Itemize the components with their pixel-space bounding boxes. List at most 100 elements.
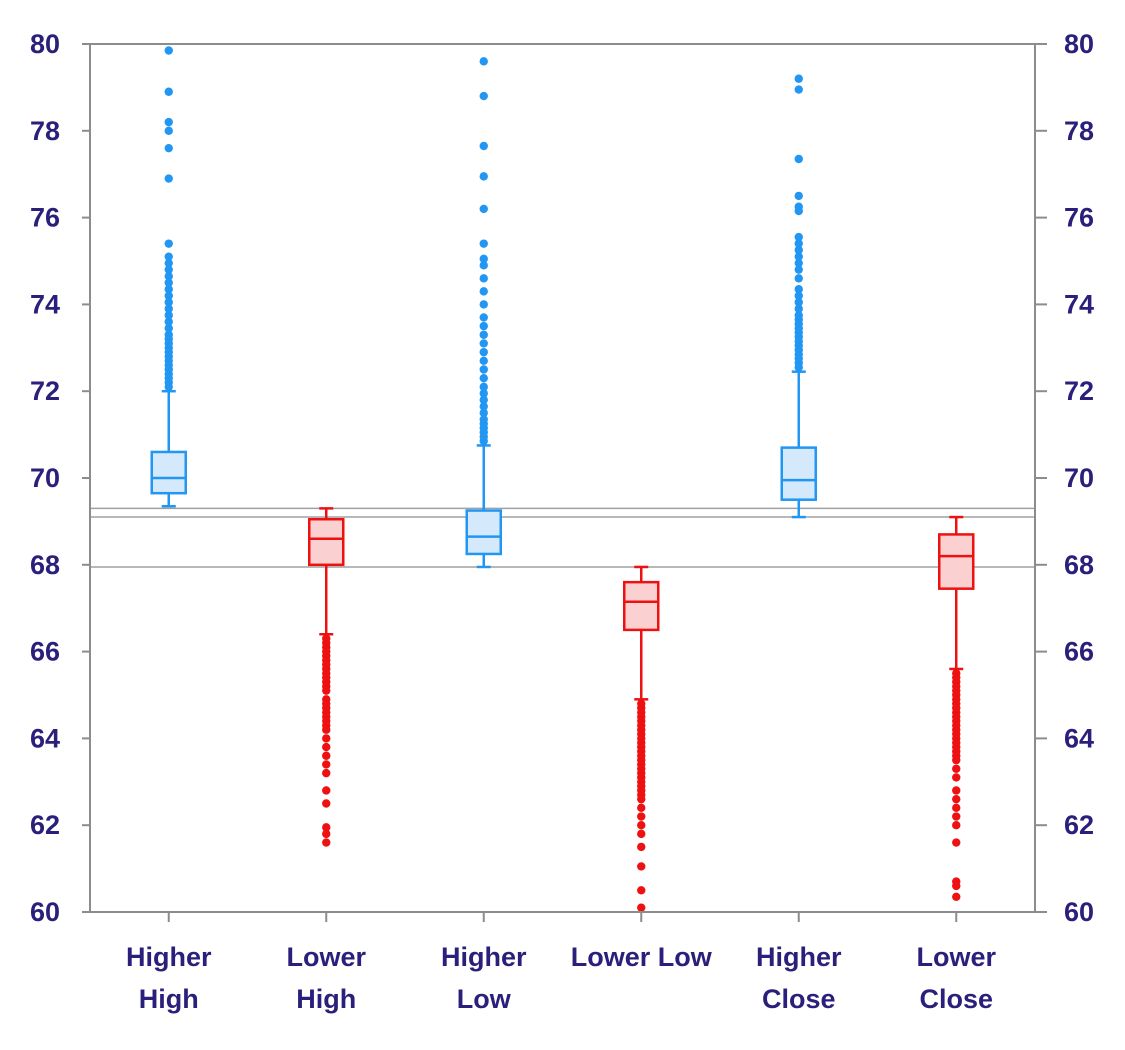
category-label-line: Higher <box>756 942 842 972</box>
box-1 <box>308 507 345 847</box>
right-tick-label-64: 64 <box>1064 723 1094 753</box>
outlier-point <box>164 317 173 326</box>
category-label-line: Lower <box>286 942 366 972</box>
left-tick-label-76: 76 <box>30 203 60 233</box>
outlier-point <box>794 191 803 201</box>
outlier-point <box>637 794 646 804</box>
category-label-line: Lower <box>916 942 996 972</box>
left-tick-label-72: 72 <box>30 376 60 406</box>
outlier-point <box>164 304 173 313</box>
outlier-point <box>637 886 646 895</box>
category-label-3: Lower Low <box>571 942 713 972</box>
right-tick-label-60: 60 <box>1064 897 1094 927</box>
outlier-point <box>322 725 331 734</box>
outlier-point <box>479 330 488 339</box>
outlier-point <box>322 734 331 743</box>
left-tick-label-74: 74 <box>30 289 60 319</box>
right-tick-label-68: 68 <box>1064 550 1094 580</box>
outlier-point <box>794 74 803 83</box>
category-label-line: Close <box>762 984 836 1014</box>
left-tick-label-62: 62 <box>30 810 60 840</box>
right-tick-label-62: 62 <box>1064 810 1094 840</box>
box-0 <box>150 46 187 508</box>
left-y-axis: 60 62 64 66 68 70 72 74 76 78 80 <box>30 29 90 927</box>
outlier-point <box>479 415 488 424</box>
left-tick-label-66: 66 <box>30 637 60 667</box>
outlier-point <box>479 287 488 296</box>
category-label-line: Low <box>457 984 512 1014</box>
outlier-point <box>322 799 331 808</box>
outlier-point <box>479 373 488 383</box>
interquartile-box <box>780 446 817 501</box>
outlier-point <box>164 174 173 183</box>
outlier-point <box>794 291 803 300</box>
left-tick-label-78: 78 <box>30 116 60 146</box>
outlier-point <box>479 204 488 214</box>
outlier-point <box>479 274 488 283</box>
reference-lines <box>90 507 1035 568</box>
outlier-point <box>794 265 803 274</box>
outlier-point <box>164 239 173 248</box>
category-label-4: Higher Close <box>756 942 842 1014</box>
outlier-point <box>322 786 331 795</box>
outlier-point <box>479 300 488 309</box>
outlier-point <box>637 829 646 839</box>
interquartile-box <box>623 580 660 632</box>
category-label-0: Higher High <box>126 942 212 1014</box>
outlier-point <box>952 764 961 773</box>
outlier-point <box>952 821 961 830</box>
right-tick-label-80: 80 <box>1064 29 1094 59</box>
outlier-point <box>479 365 488 374</box>
interquartile-box <box>465 509 502 556</box>
outlier-point <box>479 382 488 392</box>
outlier-point <box>479 389 488 398</box>
outlier-point <box>794 245 803 255</box>
outlier-point <box>637 812 646 821</box>
outlier-point <box>322 742 331 752</box>
outlier-point <box>164 291 173 300</box>
left-tick-label-60: 60 <box>30 897 60 927</box>
category-label-line: Close <box>919 984 993 1014</box>
category-label-line: Lower Low <box>571 942 713 972</box>
outlier-point <box>952 755 961 765</box>
outlier-point <box>322 751 331 760</box>
interquartile-box <box>308 517 345 567</box>
outlier-point <box>164 87 173 96</box>
outlier-point <box>164 117 173 127</box>
outlier-point <box>794 311 803 320</box>
outlier-point <box>164 126 173 135</box>
outlier-point <box>794 304 803 313</box>
outlier-point <box>322 686 331 695</box>
outlier-point <box>322 768 331 778</box>
outlier-point <box>164 258 173 268</box>
outlier-point <box>637 842 646 852</box>
outlier-point <box>794 232 803 242</box>
outlier-point <box>794 154 803 164</box>
right-tick-label-66: 66 <box>1064 637 1094 667</box>
interquartile-box <box>938 533 975 590</box>
category-label-line: Higher <box>441 942 527 972</box>
outlier-point <box>479 395 488 405</box>
outlier-point <box>479 313 488 322</box>
outlier-point <box>794 85 803 94</box>
outlier-point <box>322 823 331 832</box>
outlier-point <box>637 803 646 813</box>
outlier-point <box>479 408 488 418</box>
outlier-point <box>479 239 488 248</box>
outlier-point <box>164 271 173 281</box>
outlier-point <box>164 298 173 307</box>
x-axis: Higher High Lower High Higher Low Lower Low Hig… <box>126 912 996 1014</box>
outlier-point <box>952 892 961 902</box>
outlier-point <box>952 794 961 804</box>
outlier-point <box>164 285 173 294</box>
outlier-point <box>794 298 803 307</box>
outlier-point <box>794 252 803 261</box>
outlier-point <box>164 252 173 261</box>
right-y-axis: 60 62 64 66 68 70 72 74 76 78 80 <box>1035 29 1094 927</box>
outlier-point <box>479 339 488 348</box>
outlier-point <box>164 324 173 333</box>
outlier-point <box>794 258 803 268</box>
outlier-point <box>952 803 961 813</box>
category-label-2: Higher Low <box>441 942 527 1014</box>
